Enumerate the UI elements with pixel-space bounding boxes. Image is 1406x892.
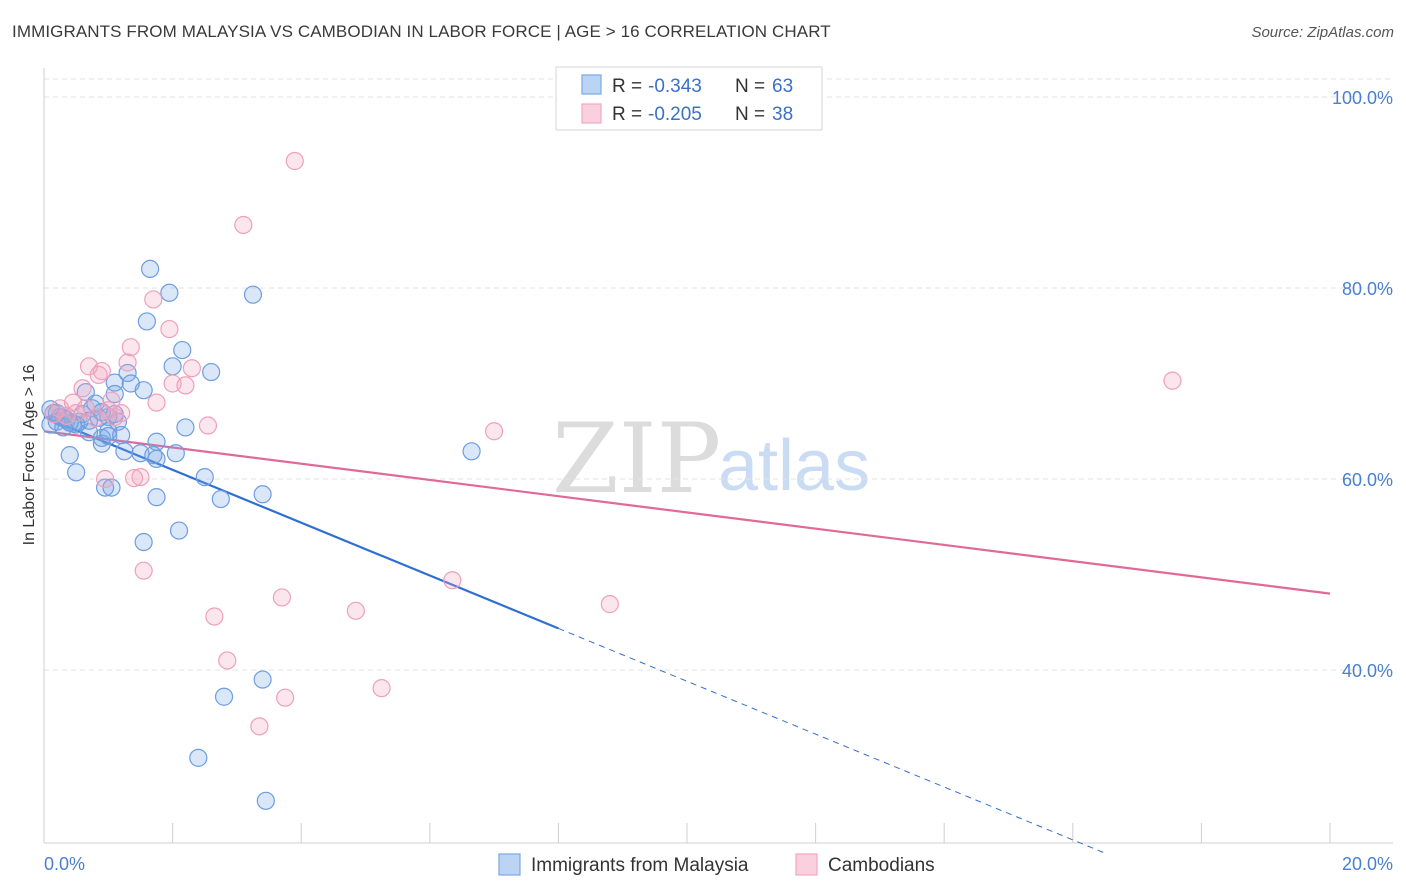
point-malaysia-21	[99, 426, 118, 446]
point-cambodian-6	[76, 399, 95, 418]
point-malaysia-53	[256, 791, 275, 810]
axes	[43, 68, 1393, 844]
legend-r-label-2: R =	[612, 104, 642, 125]
point-cambodian-10	[92, 361, 111, 381]
point-cambodian-37	[443, 571, 462, 590]
point-malaysia-37	[147, 449, 166, 469]
legend-n-value-1: 63	[772, 76, 793, 97]
trendline-cambodian	[43, 430, 1331, 595]
point-cambodian-18	[124, 468, 144, 488]
point-cambodian-25	[176, 376, 195, 395]
legend-r-value-1: -0.343	[648, 76, 702, 97]
y-tick-label-40: 40.0%	[1342, 661, 1393, 681]
watermark-zip: ZIP	[552, 403, 721, 515]
legend-n-label-1: N =	[735, 76, 765, 97]
point-malaysia-52	[253, 670, 272, 689]
point-cambodian-20	[134, 561, 153, 580]
point-malaysia-33	[137, 312, 156, 331]
point-cambodian-5	[73, 379, 92, 398]
point-malaysia-32	[134, 381, 153, 400]
bottom-legend-swatch-cambodian	[795, 853, 818, 876]
point-cambodian-16	[118, 353, 137, 372]
trendlines	[43, 415, 1331, 854]
point-cambodian-33	[276, 688, 295, 707]
point-cambodian-28	[205, 607, 224, 626]
legend-swatch-malaysia	[581, 74, 602, 95]
point-malaysia-40	[163, 357, 182, 376]
chart-title: IMMIGRANTS FROM MALAYSIA VS CAMBODIAN IN…	[12, 22, 831, 41]
point-malaysia-9	[67, 463, 86, 482]
point-cambodian-29	[218, 651, 237, 670]
point-cambodian-23	[160, 319, 179, 339]
point-cambodian-38	[485, 422, 504, 441]
point-malaysia-28	[118, 363, 137, 383]
point-malaysia-46	[195, 467, 214, 487]
legend-r-label-1: R =	[612, 76, 642, 97]
y-tick-label-80: 80.0%	[1342, 279, 1393, 299]
source-label: Source: ZipAtlas.com	[1251, 24, 1394, 41]
point-malaysia-39	[160, 283, 179, 302]
y-tick-labels: 100.0% 80.0% 60.0% 40.0%	[1332, 88, 1393, 681]
bottom-legend-label-cambodian: Cambodians	[828, 855, 935, 876]
point-cambodian-22	[147, 393, 166, 412]
point-cambodian-35	[346, 601, 365, 620]
bottom-legend: Immigrants from Malaysia Cambodians	[498, 853, 935, 876]
point-cambodian-27	[198, 416, 218, 435]
point-cambodian-21	[144, 290, 163, 309]
point-malaysia-48	[211, 489, 230, 509]
point-malaysia-42	[169, 521, 189, 540]
point-cambodian-32	[272, 588, 292, 607]
point-malaysia-45	[189, 748, 208, 767]
point-malaysia-17	[92, 428, 111, 448]
watermark-atlas: atlas	[718, 426, 870, 506]
point-cambodian-15	[112, 404, 131, 423]
point-malaysia-44	[176, 418, 195, 437]
trendline-malaysia-dashed	[558, 627, 1106, 854]
point-malaysia-38	[147, 432, 166, 451]
y-axis-label: In Labor Force | Age > 16	[21, 365, 38, 546]
point-malaysia-41	[166, 444, 185, 463]
legend-box: R = -0.343 N = 63 R = -0.205 N = 38	[555, 66, 823, 131]
point-cambodian-17	[121, 338, 140, 357]
point-cambodian-39	[600, 595, 619, 614]
trendline-malaysia-solid	[43, 415, 559, 630]
bottom-legend-swatch-malaysia	[498, 853, 521, 876]
point-cambodian-36	[372, 679, 391, 698]
point-cambodian-11	[95, 469, 115, 489]
legend-swatch-cambodian	[581, 103, 602, 124]
point-malaysia-34	[140, 259, 160, 278]
point-malaysia-47	[202, 362, 221, 382]
point-cambodian-40	[1163, 371, 1182, 390]
point-malaysia-36	[147, 488, 166, 507]
legend-n-label-2: N =	[735, 104, 765, 125]
point-malaysia-27	[115, 442, 134, 461]
point-malaysia-43	[173, 340, 192, 360]
legend-r-value-2: -0.205	[648, 104, 702, 125]
point-malaysia-49	[214, 687, 234, 706]
point-cambodian-30	[234, 215, 253, 235]
point-malaysia-51	[253, 485, 272, 504]
point-malaysia-54	[462, 442, 481, 461]
point-cambodian-19	[131, 467, 150, 487]
y-tick-label-100: 100.0%	[1332, 88, 1393, 108]
point-malaysia-50	[243, 285, 263, 304]
data-points	[41, 151, 1182, 810]
bottom-legend-label-malaysia: Immigrants from Malaysia	[531, 855, 749, 876]
x-tick-max: 20.0%	[1342, 854, 1393, 874]
point-cambodian-26	[182, 359, 201, 378]
point-malaysia-26	[112, 425, 131, 445]
point-cambodian-4	[67, 404, 86, 423]
point-malaysia-31	[134, 532, 153, 552]
point-malaysia-7	[60, 446, 79, 465]
y-tick-label-60: 60.0%	[1342, 470, 1393, 490]
point-cambodian-34	[285, 151, 304, 171]
x-tick-min: 0.0%	[44, 854, 85, 874]
point-cambodian-31	[250, 717, 269, 736]
legend-n-value-2: 38	[772, 104, 793, 125]
grid-lines	[44, 78, 1393, 671]
